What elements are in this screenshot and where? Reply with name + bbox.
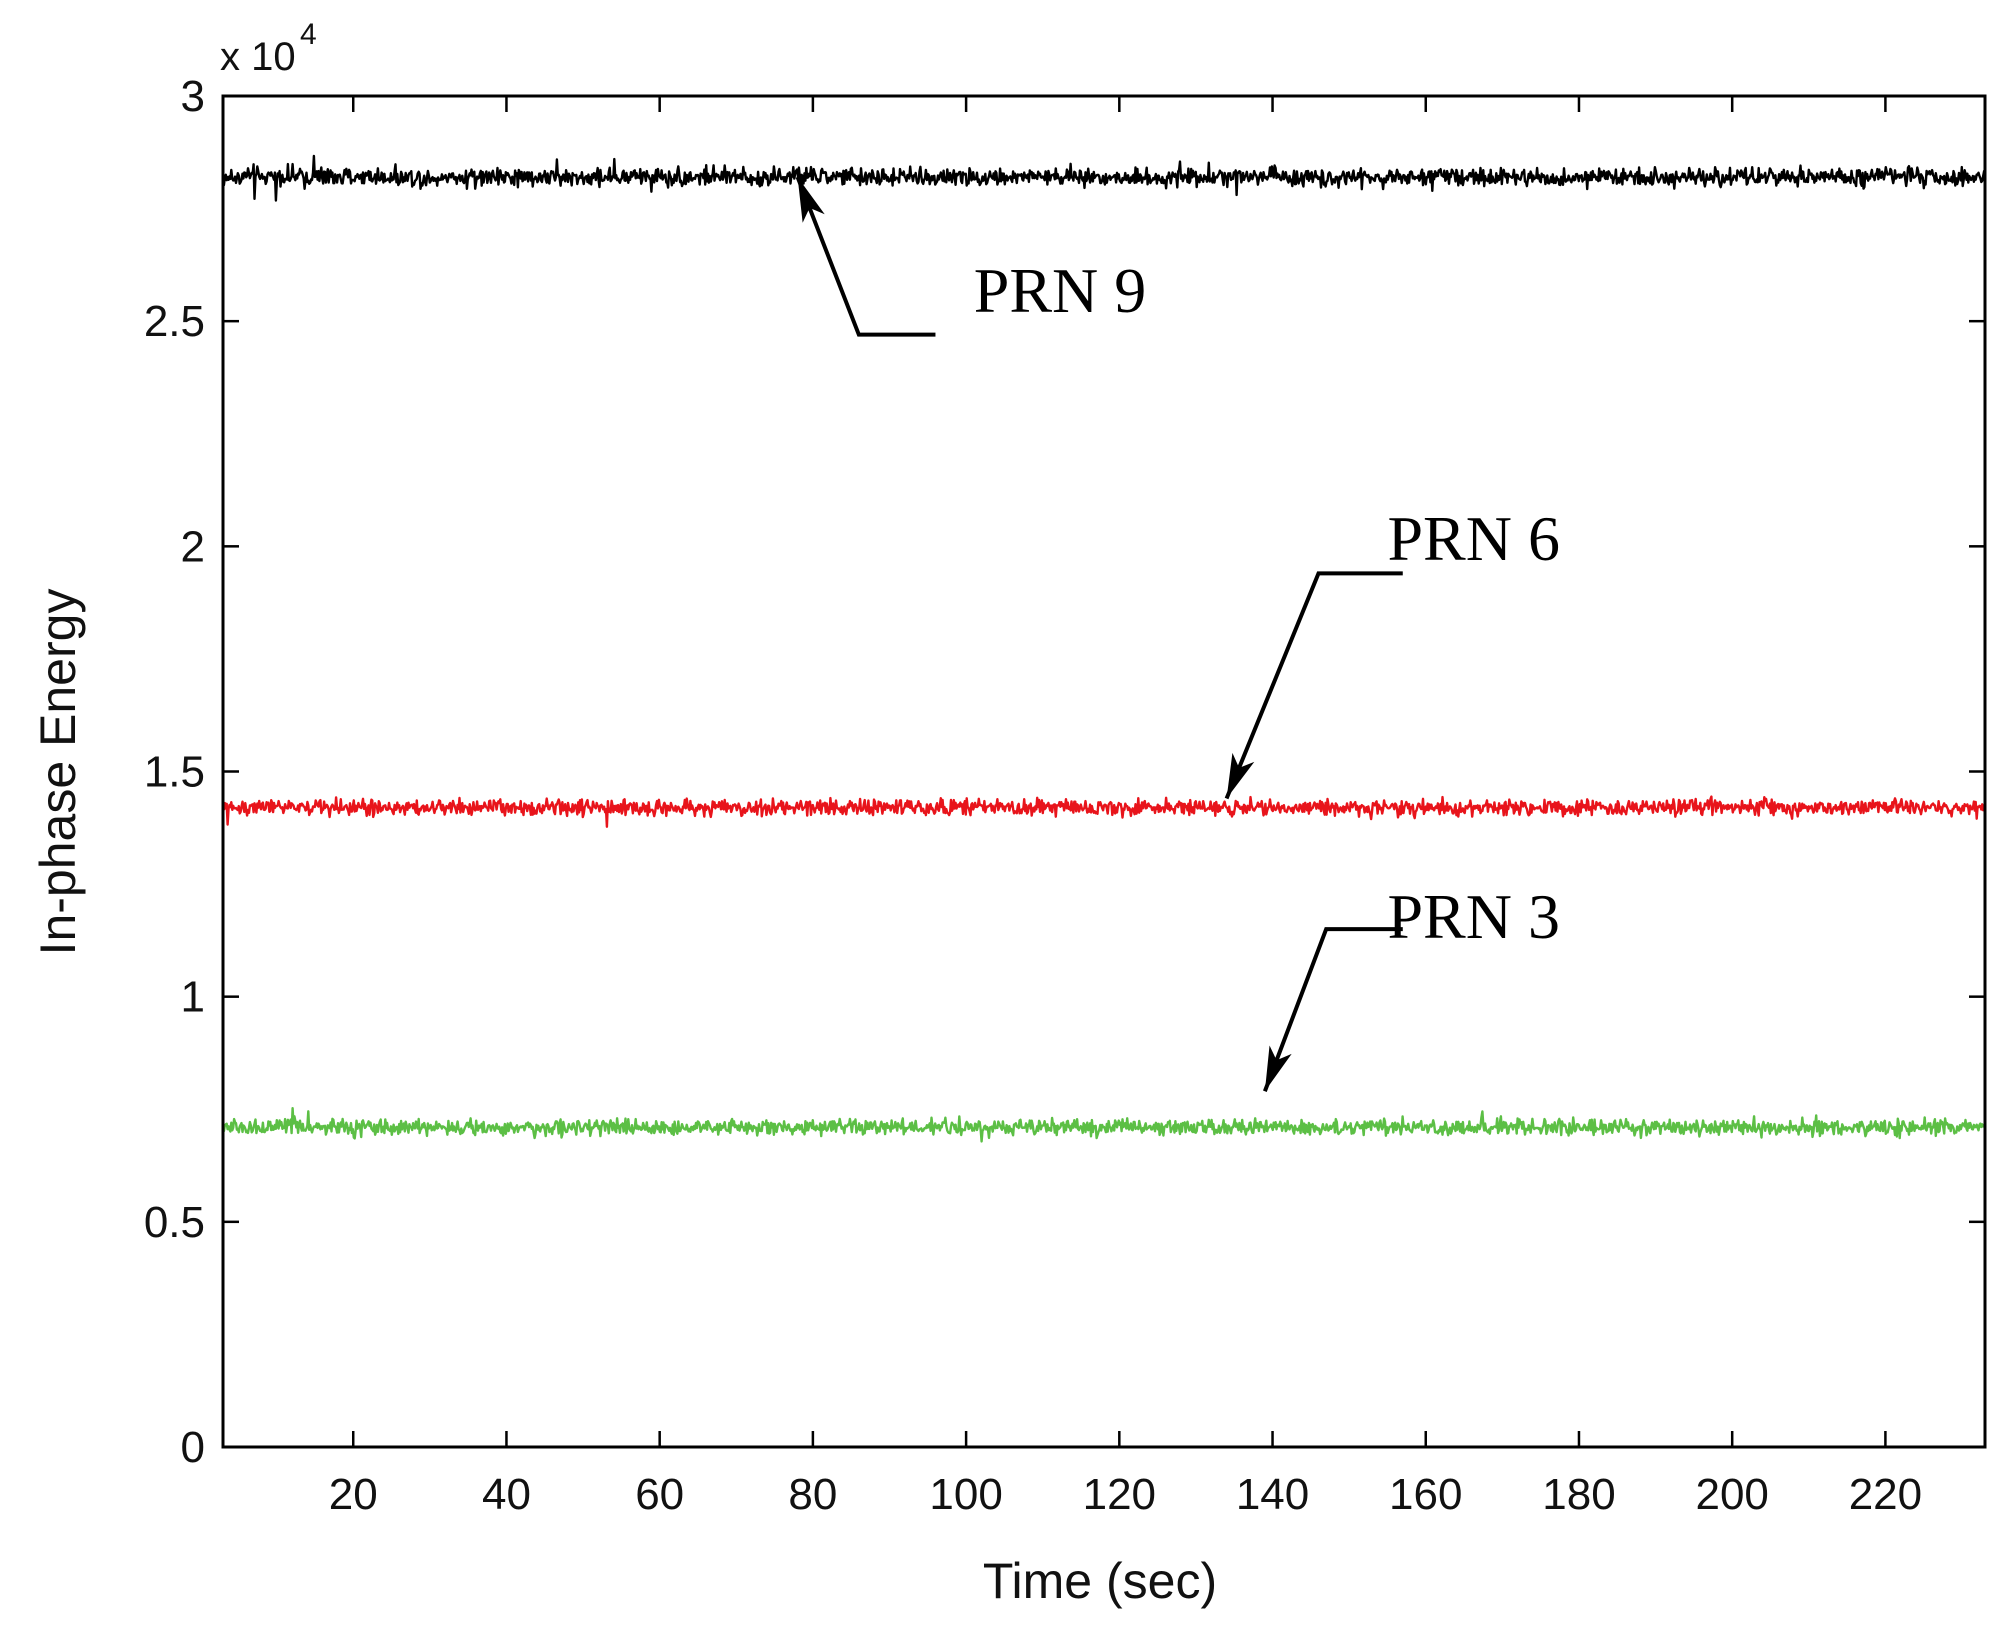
ticks-layer: 20 40 60 80 100 120 140 160 180 200 220 0 0.5 1 1.5 2 2.… [144, 72, 1985, 1519]
y-tick-label: 0.5 [144, 1198, 205, 1247]
series-layer [221, 154, 1987, 1143]
x-tick-label: 40 [482, 1470, 531, 1519]
x-tick-label: 120 [1083, 1470, 1156, 1519]
y-axis-label: In-phase Energy [30, 589, 86, 956]
annotation-arrow-2 [1224, 571, 1403, 800]
y-tick-label: 2 [181, 522, 205, 571]
annotation-label-3: PRN 3 [1387, 881, 1560, 952]
y-tick-label: 3 [181, 72, 205, 121]
x-tick-label: 200 [1695, 1470, 1768, 1519]
annotation-arrowhead-1 [797, 177, 825, 223]
x-tick-label: 140 [1236, 1470, 1309, 1519]
series-line-1 [221, 154, 1987, 202]
annotation-label-1: PRN 9 [974, 255, 1146, 326]
annotation-label-2: PRN 6 [1387, 503, 1560, 574]
annotations-layer: PRN 9 PRN 6 PRN 3 [795, 176, 1560, 1092]
y-multiplier-label: x 10 [220, 35, 296, 79]
x-tick-label: 60 [635, 1470, 684, 1519]
annotation-arrow-1 [795, 176, 936, 337]
x-tick-label: 100 [929, 1470, 1002, 1519]
x-tick-label: 220 [1849, 1470, 1922, 1519]
x-tick-label: 20 [329, 1470, 378, 1519]
annotation-arrow-3 [1263, 927, 1403, 1092]
y-tick-label: 1 [181, 973, 205, 1022]
y-tick-label: 0 [181, 1423, 205, 1472]
x-tick-label: 80 [788, 1470, 837, 1519]
y-tick-label: 1.5 [144, 748, 205, 797]
x-tick-label: 180 [1542, 1470, 1615, 1519]
x-axis-label: Time (sec) [983, 1553, 1217, 1609]
series-line-2 [221, 795, 1987, 828]
annotation-arrowhead-3 [1264, 1045, 1292, 1092]
series-line-3 [221, 1107, 1986, 1143]
y-tick-label: 2.5 [144, 297, 205, 346]
y-multiplier-exponent: 4 [300, 18, 317, 51]
annotation-arrowhead-2 [1226, 752, 1255, 799]
x-tick-label: 160 [1389, 1470, 1462, 1519]
